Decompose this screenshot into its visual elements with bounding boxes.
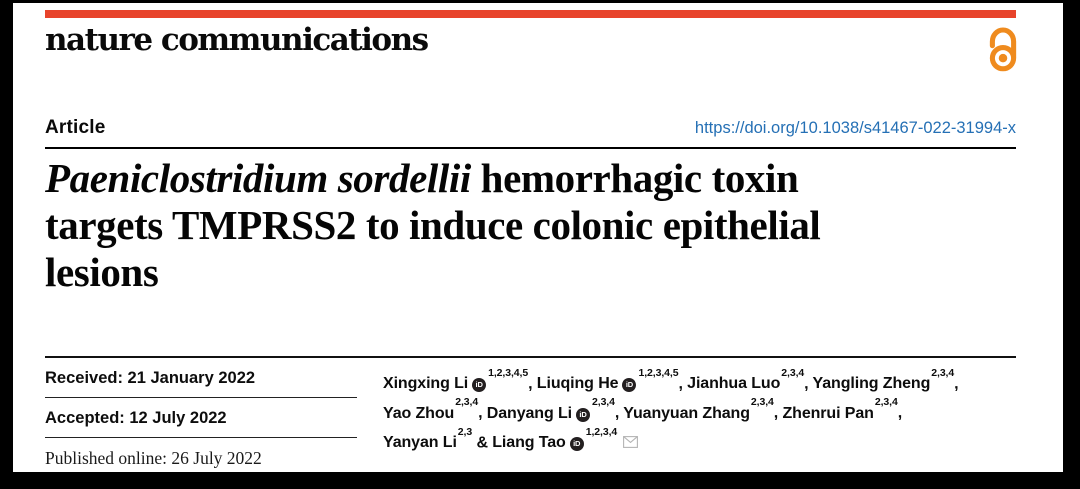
affiliation-superscript: 2,3,4	[781, 367, 805, 379]
affiliation-superscript: 2,3,4	[750, 396, 774, 409]
article-type-label: Article	[45, 117, 106, 138]
author: Yangling Zheng2,3,4	[812, 367, 955, 393]
author: Yao Zhou2,3,4	[383, 396, 479, 422]
orcid-icon[interactable]: iD	[576, 407, 591, 422]
affiliation-superscript: 2,3	[457, 425, 473, 438]
affiliation-superscript: 2,3,4	[931, 367, 955, 379]
affiliation-superscript: 2,3,4	[592, 396, 615, 409]
affiliation-superscript: 1,2,3,4,5	[638, 367, 679, 379]
orcid-icon[interactable]: iD	[622, 378, 637, 393]
article-title: Paeniclostridium sordellii hemorrhagic t…	[45, 155, 1016, 296]
author-list: Xingxing Li iD1,2,3,4,5, Liuqing He iD1,2,…	[383, 367, 959, 451]
received-date: Received: 21 January 2022	[45, 358, 357, 398]
published-date: Published online: 26 July 2022	[45, 448, 262, 468]
author: Zhenrui Pan2,3,4	[782, 396, 898, 422]
email-icon[interactable]	[623, 436, 639, 448]
affiliation-superscript: 2,3,4	[874, 396, 898, 409]
brand-accent-bar	[45, 10, 1016, 18]
affiliation-superscript: 1,2,3,4	[585, 425, 618, 438]
meta-section: Received: 21 January 2022 Accepted: 12 J…	[45, 356, 1016, 472]
title-line1-rest: hemorrhagic toxin	[470, 155, 799, 201]
orcid-icon[interactable]: iD	[569, 436, 584, 451]
article-header-row: Article https://doi.org/10.1038/s41467-0…	[45, 117, 1016, 139]
masthead: nature communications	[45, 22, 1017, 72]
species-name: Paeniclostridium sordellii	[45, 155, 471, 201]
journal-logo: nature communications	[45, 22, 429, 58]
open-access-icon	[986, 24, 1020, 77]
orcid-icon[interactable]: iD	[472, 378, 487, 393]
affiliation-superscript: 1,2,3,4,5	[488, 367, 529, 379]
dates-column: Received: 21 January 2022 Accepted: 12 J…	[45, 358, 357, 472]
paper-page: nature communications Article https://do…	[13, 3, 1063, 472]
affiliation-superscript: 2,3,4	[455, 396, 479, 409]
title-line3: lesions	[45, 249, 159, 295]
author: Yanyan Li2,3	[383, 425, 473, 451]
author: Liang Tao iD1,2,3,4	[492, 425, 618, 451]
author: Liuqing He iD1,2,3,4,5	[536, 367, 679, 393]
author: Xingxing Li iD1,2,3,4,5	[383, 367, 529, 393]
title-line2: targets TMPRSS2 to induce colonic epithe…	[45, 202, 821, 248]
author: Yuanyuan Zhang2,3,4	[623, 396, 774, 422]
author: Danyang Li iD2,3,4	[486, 396, 615, 422]
header-divider	[45, 147, 1016, 149]
author: Jianhua Luo2,3,4	[687, 367, 805, 393]
doi-link[interactable]: https://doi.org/10.1038/s41467-022-31994…	[694, 119, 1016, 137]
accepted-date: Accepted: 12 July 2022	[45, 398, 357, 438]
